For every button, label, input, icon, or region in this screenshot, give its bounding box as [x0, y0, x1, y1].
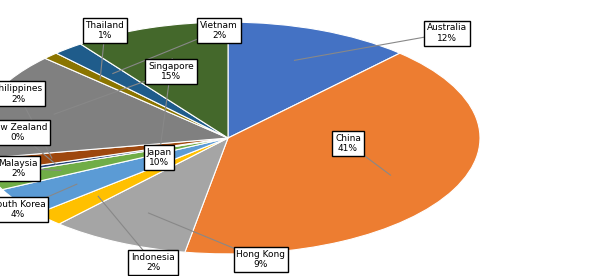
Wedge shape: [228, 22, 400, 138]
Text: South Korea
4%: South Korea 4%: [0, 200, 46, 219]
Wedge shape: [45, 53, 228, 138]
Wedge shape: [59, 138, 228, 252]
Text: Australia
12%: Australia 12%: [427, 23, 467, 43]
Wedge shape: [37, 138, 228, 224]
Wedge shape: [80, 22, 228, 138]
Text: Malaysia
2%: Malaysia 2%: [0, 159, 38, 178]
Wedge shape: [2, 138, 228, 214]
Text: Philippines
2%: Philippines 2%: [0, 84, 43, 104]
Wedge shape: [0, 58, 228, 159]
Text: Indonesia
2%: Indonesia 2%: [131, 253, 175, 272]
Wedge shape: [0, 138, 228, 190]
Text: Singapore
15%: Singapore 15%: [148, 62, 194, 81]
Text: Vietnam
2%: Vietnam 2%: [200, 21, 238, 40]
Wedge shape: [56, 44, 228, 138]
Text: Hong Kong
9%: Hong Kong 9%: [236, 250, 286, 269]
Wedge shape: [185, 53, 480, 254]
Text: New Zealand
0%: New Zealand 0%: [0, 123, 48, 142]
Text: Thailand
1%: Thailand 1%: [86, 21, 124, 40]
Wedge shape: [0, 138, 228, 176]
Text: Japan
10%: Japan 10%: [146, 148, 172, 167]
Wedge shape: [0, 138, 228, 173]
Text: China
41%: China 41%: [335, 134, 361, 153]
